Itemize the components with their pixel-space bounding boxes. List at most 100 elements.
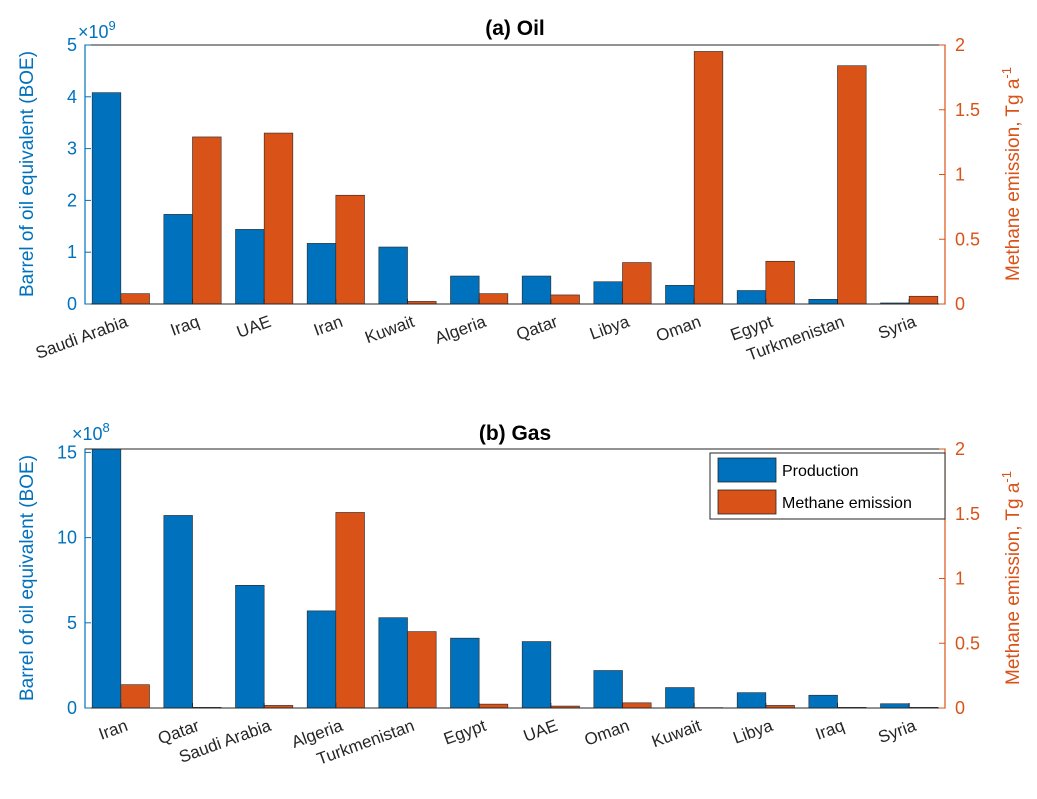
gas-bars (91, 448, 939, 709)
gas-right-axis-label: Methane emission, Tg a-1 (999, 471, 1024, 685)
gas-production-bar (450, 637, 480, 709)
gas-right-tick-label: 0.5 (955, 633, 980, 653)
gas-methane-bar (622, 702, 652, 709)
gas-left-tick-label: 15 (57, 442, 77, 462)
oil-production-bar (378, 246, 408, 305)
oil-right-axis-label-text: Methane emission, Tg a (1003, 78, 1024, 281)
oil-production-bar (163, 214, 193, 305)
gas-category-label: Kuwait (649, 716, 704, 751)
oil-methane-bar (765, 260, 795, 305)
gas-methane-bar (407, 631, 437, 709)
legend: Production Methane emission (709, 452, 946, 520)
gas-methane-bar (478, 703, 509, 709)
oil-right-tick-label: 1 (955, 165, 965, 185)
oil-production-bar (593, 281, 623, 305)
oil-panel: Saudi Arabia Iraq UAE Iran Kuwait Algeria Qata… (17, 17, 1024, 365)
oil-production-bar (665, 285, 695, 305)
oil-production-bar (450, 275, 480, 305)
gas-left-tick-label: 0 (67, 698, 77, 718)
oil-methane-bar (693, 51, 724, 305)
oil-left-tick-label: 3 (67, 139, 77, 159)
gas-right-axis-label-text: Methane emission, Tg a (1003, 482, 1024, 685)
gas-production-bar (163, 515, 193, 709)
oil-category-label: Qatar (514, 312, 561, 345)
oil-left-tick-label: 1 (67, 242, 77, 262)
gas-left-tick-label: 5 (67, 613, 77, 633)
oil-category-label: Iran (311, 312, 345, 340)
gas-methane-bar (335, 512, 365, 709)
oil-methane-bar (908, 295, 939, 305)
oil-methane-bar (335, 194, 365, 305)
gas-production-bar (808, 694, 838, 709)
gas-methane-bar (120, 684, 150, 709)
oil-left-tick-label: 2 (67, 190, 77, 210)
oil-left-axis-label: Barrel of oil equivalent (BOE) (17, 51, 38, 297)
gas-category-label: Iraq (813, 716, 847, 744)
gas-right-tick-label: 2 (955, 439, 965, 459)
gas-exponent-base: ×10 (72, 424, 103, 444)
oil-methane-bar (192, 136, 222, 305)
legend-label-methane: Methane emission (782, 495, 912, 512)
oil-right-axis-label: Methane emission, Tg a-1 (999, 67, 1024, 281)
oil-left-tick-label: 4 (67, 87, 77, 107)
gas-category-label: Egypt (441, 716, 489, 749)
gas-exponent: ×108 (72, 420, 110, 444)
oil-bars (91, 51, 939, 305)
gas-title: (b) Gas (479, 422, 551, 445)
gas-production-bar (521, 641, 552, 709)
legend-label-production: Production (782, 463, 859, 480)
gas-right-tick-label: 0 (955, 698, 965, 718)
oil-category-label: Syria (876, 312, 919, 343)
oil-category-label: Iraq (168, 312, 202, 340)
oil-category-label: Kuwait (362, 312, 417, 347)
gas-category-label: Libya (731, 716, 776, 748)
oil-right-tick-label: 1.5 (955, 100, 980, 120)
oil-exponent-power: 9 (109, 18, 116, 33)
oil-methane-bar (550, 294, 580, 305)
gas-left-tick-label: 10 (57, 528, 77, 548)
gas-production-bar (593, 670, 623, 709)
gas-production-bar (235, 585, 265, 709)
oil-methane-bar (120, 293, 150, 305)
oil-right-tick-label: 0.5 (955, 229, 980, 249)
oil-exponent: ×109 (78, 18, 116, 42)
oil-production-bar (235, 229, 265, 305)
legend-swatch-methane (717, 489, 777, 515)
gas-exponent-power: 8 (103, 420, 110, 435)
oil-category-label: UAE (234, 312, 273, 342)
oil-right-tick-label: 2 (955, 35, 965, 55)
gas-left-axis-label: Barrel of oil equivalent (BOE) (17, 455, 38, 701)
gas-category-label: UAE (521, 716, 560, 746)
oil-methane-bar (478, 293, 509, 305)
oil-exponent-base: ×10 (78, 22, 109, 42)
oil-plot-area (85, 45, 945, 304)
oil-category-label: Algeria (432, 312, 489, 348)
oil-left-tick-label: 0 (67, 294, 77, 314)
oil-methane-bar (837, 65, 867, 305)
gas-production-bar (736, 692, 767, 709)
gas-production-bar (91, 448, 122, 709)
oil-methane-bar (263, 132, 294, 305)
oil-category-label: Saudi Arabia (33, 312, 131, 363)
gas-production-bar (665, 687, 695, 709)
gas-category-label: Syria (876, 716, 919, 747)
gas-production-bar (378, 617, 408, 709)
legend-swatch-production (717, 457, 777, 483)
oil-title: (a) Oil (485, 17, 545, 40)
oil-production-bar (91, 92, 122, 305)
gas-category-label: Iran (96, 716, 130, 744)
oil-production-bar (521, 275, 552, 305)
oil-right-axis-label-sup: -1 (999, 67, 1014, 79)
oil-production-bar (306, 243, 337, 305)
gas-category-label: Oman (582, 716, 632, 750)
oil-production-bar (736, 290, 767, 305)
gas-right-tick-label: 1 (955, 569, 965, 589)
oil-methane-bar (622, 262, 652, 305)
gas-production-bar (880, 703, 910, 709)
oil-production-bar (808, 299, 838, 305)
gas-right-axis-label-sup: -1 (999, 471, 1014, 483)
oil-category-label: Oman (654, 312, 704, 346)
oil-right-tick-label: 0 (955, 294, 965, 314)
